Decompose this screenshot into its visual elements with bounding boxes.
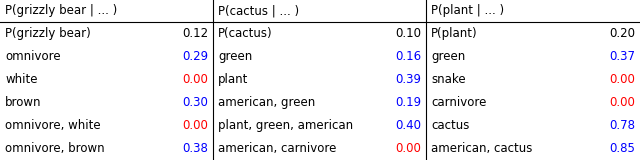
Text: P(cactus | ... ): P(cactus | ... ): [218, 4, 300, 17]
Text: P(grizzly bear | ... ): P(grizzly bear | ... ): [5, 4, 117, 17]
Text: 0.10: 0.10: [395, 27, 421, 40]
Text: carnivore: carnivore: [431, 96, 487, 109]
Text: green: green: [218, 50, 253, 63]
Text: 0.39: 0.39: [395, 73, 421, 86]
Text: omnivore: omnivore: [5, 50, 61, 63]
Text: 0.00: 0.00: [182, 119, 208, 132]
Text: 0.30: 0.30: [182, 96, 208, 109]
Text: plant: plant: [218, 73, 248, 86]
Text: plant, green, american: plant, green, american: [218, 119, 353, 132]
Text: 0.00: 0.00: [182, 73, 208, 86]
Text: 0.00: 0.00: [396, 142, 421, 155]
Text: 0.29: 0.29: [182, 50, 208, 63]
Text: american, cactus: american, cactus: [431, 142, 532, 155]
Text: 0.37: 0.37: [609, 50, 635, 63]
Text: american, carnivore: american, carnivore: [218, 142, 337, 155]
Text: omnivore, brown: omnivore, brown: [5, 142, 105, 155]
Text: omnivore, white: omnivore, white: [5, 119, 100, 132]
Text: brown: brown: [5, 96, 42, 109]
Text: 0.78: 0.78: [609, 119, 635, 132]
Text: green: green: [431, 50, 466, 63]
Text: 0.00: 0.00: [609, 73, 635, 86]
Text: 0.20: 0.20: [609, 27, 635, 40]
Text: white: white: [5, 73, 38, 86]
Text: american, green: american, green: [218, 96, 316, 109]
Text: P(plant): P(plant): [431, 27, 478, 40]
Text: 0.00: 0.00: [609, 96, 635, 109]
Text: cactus: cactus: [431, 119, 470, 132]
Text: 0.16: 0.16: [395, 50, 421, 63]
Text: 0.19: 0.19: [395, 96, 421, 109]
Text: 0.38: 0.38: [182, 142, 208, 155]
Text: 0.40: 0.40: [395, 119, 421, 132]
Text: 0.12: 0.12: [182, 27, 208, 40]
Text: snake: snake: [431, 73, 466, 86]
Text: P(cactus): P(cactus): [218, 27, 273, 40]
Text: 0.85: 0.85: [609, 142, 635, 155]
Text: P(grizzly bear): P(grizzly bear): [5, 27, 91, 40]
Text: P(plant | ... ): P(plant | ... ): [431, 4, 504, 17]
